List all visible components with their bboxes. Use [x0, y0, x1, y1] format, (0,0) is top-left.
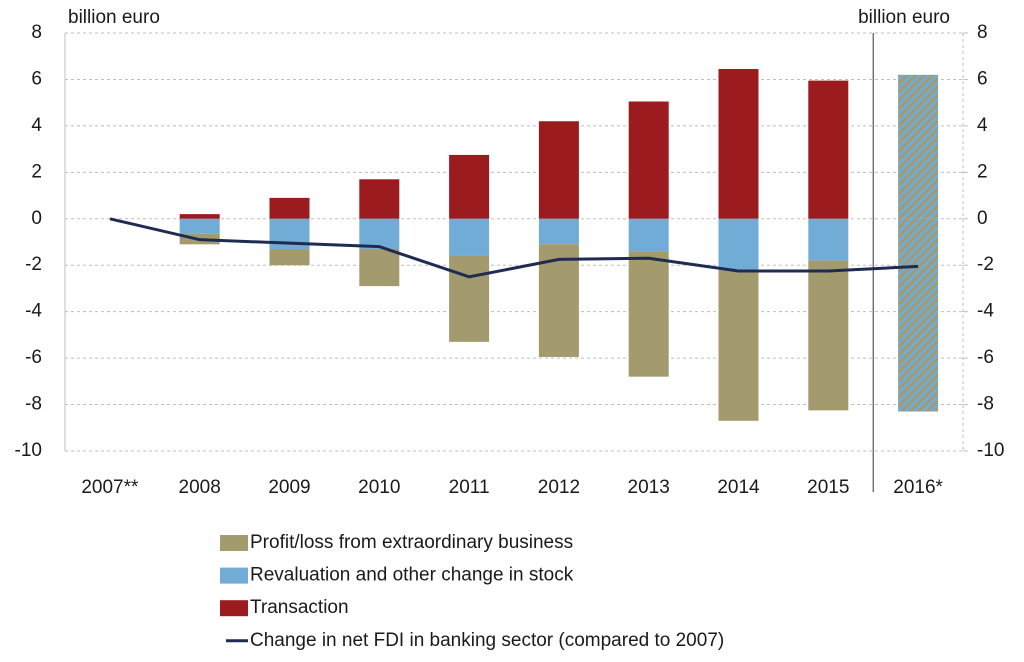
x-tick-label: 2016*	[893, 477, 943, 498]
x-tick-label: 2013	[628, 477, 670, 498]
bar	[628, 251, 669, 377]
y2-tick-label: 0	[977, 208, 988, 229]
bar	[179, 214, 220, 219]
x-tick-label: 2011	[449, 477, 490, 498]
y-tick-label: 0	[31, 208, 42, 229]
legend-label: Revaluation and other change in stock	[250, 565, 574, 586]
y-tick-label: -6	[25, 347, 42, 368]
y2-tick-label: -6	[977, 347, 994, 368]
bar	[449, 154, 490, 219]
y2-tick-label: 4	[977, 115, 988, 136]
bar	[718, 68, 759, 219]
y-tick-label: 2	[31, 161, 42, 182]
y2-tick-label: 2	[977, 161, 988, 182]
x-tick-label: 2012	[538, 477, 580, 498]
x-tick-label: 2015	[807, 477, 849, 498]
bar	[538, 218, 579, 245]
y2-tick-label: -8	[977, 394, 994, 415]
y-tick-label: -10	[15, 440, 42, 461]
y2-tick-label: -4	[977, 301, 994, 322]
bar	[808, 80, 849, 219]
y2-tick-label: -10	[977, 440, 1004, 461]
bar	[269, 248, 310, 266]
bar	[718, 218, 759, 270]
legend-swatch	[220, 535, 248, 551]
bar	[898, 74, 939, 219]
x-tick-label: 2010	[358, 477, 400, 498]
bar	[449, 218, 490, 256]
legend-swatch	[220, 567, 248, 584]
y2-axis-label: billion euro	[858, 7, 950, 28]
y-tick-label: -8	[25, 394, 42, 415]
bar	[898, 218, 939, 412]
y-tick-label: 4	[31, 115, 42, 136]
y-tick-label: -2	[25, 254, 42, 275]
y2-tick-label: 8	[977, 22, 988, 43]
legend-label: Transaction	[250, 597, 349, 618]
bar	[808, 260, 849, 411]
y-tick-label: -4	[25, 301, 42, 322]
x-tick-label: 2014	[717, 477, 760, 498]
bar	[718, 269, 759, 421]
legend-label: Change in net FDI in banking sector (com…	[250, 630, 724, 651]
bar	[359, 179, 400, 219]
x-tick-label: 2008	[179, 477, 221, 498]
bar	[628, 101, 669, 219]
bar	[449, 255, 490, 342]
bar	[359, 218, 400, 249]
bar	[179, 218, 220, 234]
y2-tick-label: 6	[977, 68, 988, 89]
line	[109, 217, 919, 279]
legend-swatch	[220, 600, 248, 617]
y-axis-label: billion euro	[68, 7, 160, 28]
legend-label: Profit/loss from extraordinary business	[250, 532, 573, 553]
bar	[538, 121, 579, 219]
bar	[808, 218, 849, 261]
x-tick-label: 2007**	[81, 477, 139, 498]
y2-tick-label: -2	[977, 254, 994, 275]
y-tick-label: 6	[31, 68, 42, 89]
bar	[628, 218, 669, 252]
bar	[269, 197, 310, 219]
y-tick-label: 8	[31, 22, 42, 43]
bar	[359, 248, 400, 287]
x-tick-label: 2009	[268, 477, 310, 498]
